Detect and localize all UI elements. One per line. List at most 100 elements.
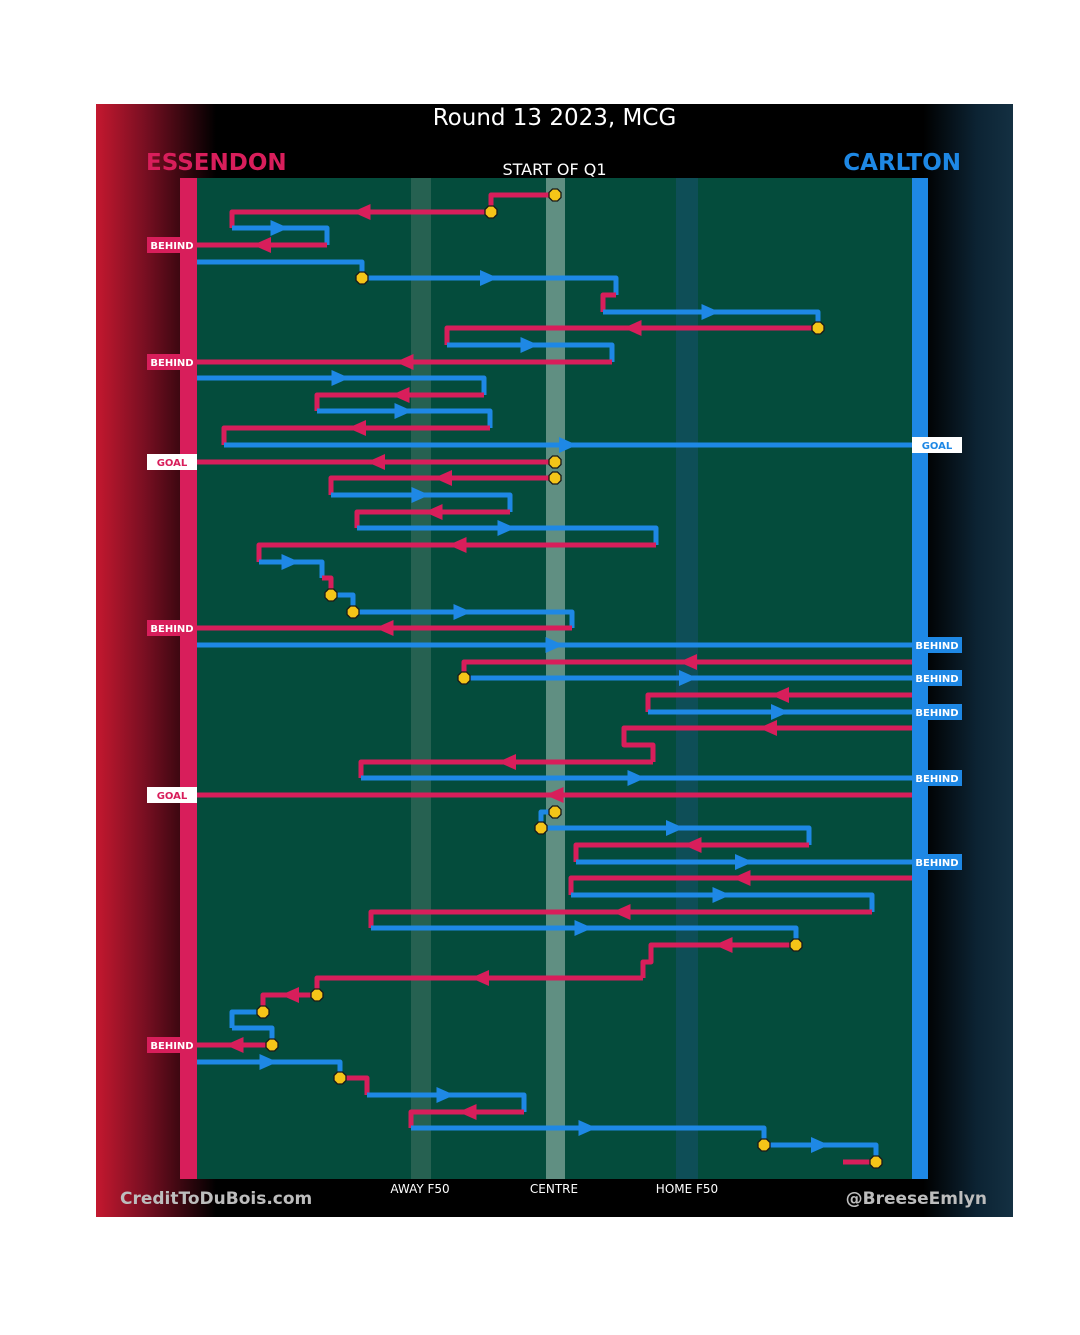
direction-arrow [714, 937, 733, 953]
possession-chain-essendon [358, 759, 653, 778]
stoppage-marker [265, 1038, 279, 1052]
score-badge-label-behind: BEHIND [915, 674, 958, 685]
direction-arrow [480, 270, 498, 286]
possession-chain-essendon [568, 875, 912, 895]
direction-arrow [559, 437, 577, 453]
zone-label-home-f50: HOME F50 [655, 1182, 719, 1196]
possession-chain-carlton [259, 559, 325, 578]
direction-arrow [683, 837, 702, 853]
direction-arrow [270, 220, 289, 236]
direction-arrow [666, 820, 684, 836]
possession-chain-essendon [221, 425, 490, 445]
possession-chain-carlton [197, 375, 487, 395]
stoppage-marker [548, 188, 562, 202]
stoppage-marker [548, 471, 562, 485]
carlton-side-gradient [923, 104, 1013, 1217]
direction-arrow [627, 770, 646, 786]
possession-chain-essendon [640, 942, 796, 978]
stoppage-marker [333, 1071, 347, 1085]
possession-chain-essendon [408, 1109, 524, 1128]
stoppage-marker [457, 671, 471, 685]
score-badge-goal [912, 437, 962, 453]
possession-chain-carlton [357, 525, 659, 545]
possession-chain-carlton [232, 225, 330, 245]
possession-chain-essendon [645, 692, 912, 712]
stoppage-marker [757, 1138, 771, 1152]
score-badge-label-behind: BEHIND [915, 858, 958, 869]
direction-arrow [712, 887, 731, 903]
possession-chain-carlton [541, 825, 812, 845]
direction-arrow [411, 487, 430, 503]
stoppage-marker [811, 321, 825, 335]
stoppage-marker [789, 938, 803, 952]
score-badge-label-goal: GOAL [922, 441, 953, 452]
credit-right: @BreeseEmlyn [845, 1189, 987, 1209]
score-badge-behind [912, 854, 962, 870]
direction-arrow [498, 754, 516, 770]
score-badge-behind [912, 670, 962, 686]
direction-arrow [375, 620, 394, 636]
possession-chain-carlton [229, 1009, 263, 1028]
possession-chain-essendon [328, 475, 555, 495]
team-right-label: CARLTON [843, 150, 961, 176]
score-badge-behind [147, 620, 197, 636]
direction-arrow [259, 1054, 278, 1070]
direction-arrow [732, 870, 751, 886]
away-f50-line [411, 178, 431, 1179]
stoppage-marker [324, 588, 338, 602]
score-badge-label-behind: BEHIND [150, 1041, 193, 1052]
possession-chain-essendon [354, 509, 510, 528]
direction-arrow [391, 387, 410, 403]
stoppage-marker [256, 1005, 270, 1019]
chart-title: Round 13 2023, MCG [432, 105, 677, 131]
direction-arrow [578, 1120, 597, 1136]
zone-label-away-f50: AWAY F50 [390, 1182, 450, 1196]
direction-arrow [453, 604, 472, 620]
score-badge-behind [147, 354, 197, 370]
direction-arrow [623, 320, 642, 336]
direction-arrow [520, 337, 539, 353]
possession-chain-essendon [444, 325, 818, 345]
direction-arrow [545, 637, 564, 653]
credit-left: CreditToDuBois.com [120, 1189, 313, 1209]
possession-chain-essendon [314, 392, 484, 411]
possession-chain-carlton [331, 492, 513, 512]
score-badge-label-goal: GOAL [157, 458, 188, 469]
possession-chain-carlton [317, 408, 493, 428]
direction-arrow [348, 420, 366, 436]
score-badge-goal [147, 787, 197, 803]
score-badge-behind [912, 637, 962, 653]
possession-chain-essendon [368, 909, 872, 928]
score-badge-label-behind: BEHIND [150, 624, 193, 635]
possession-chain-essendon [600, 292, 616, 312]
stoppage-marker [310, 988, 324, 1002]
direction-arrow [679, 670, 697, 686]
score-badge-behind [147, 1037, 197, 1053]
direction-arrow [612, 904, 631, 920]
possession-chain-carlton [571, 892, 875, 912]
direction-arrow [811, 1137, 829, 1153]
direction-arrow [281, 987, 299, 1003]
stoppage-marker [484, 205, 498, 219]
direction-arrow [253, 237, 271, 253]
score-badge-behind [912, 770, 962, 786]
direction-arrow [735, 854, 753, 870]
possession-chain-carlton [447, 342, 615, 362]
essendon-goal-line [180, 178, 197, 1179]
direction-arrow [331, 370, 350, 386]
score-badge-behind [912, 704, 962, 720]
possession-chain-carlton [353, 609, 575, 628]
direction-arrow [771, 704, 789, 720]
direction-arrow [448, 537, 467, 553]
direction-arrow [771, 687, 789, 703]
possession-chain-essendon [573, 842, 809, 862]
possession-chain-carlton [367, 1092, 527, 1112]
direction-arrow [434, 470, 452, 486]
score-badge-behind [147, 237, 197, 253]
direction-arrow [497, 520, 516, 536]
direction-arrow [574, 920, 593, 936]
zone-label-centre: CENTRE [529, 1182, 579, 1196]
direction-arrow [436, 1087, 455, 1103]
stoppage-marker [548, 455, 562, 469]
score-badge-label-goal: GOAL [157, 791, 188, 802]
